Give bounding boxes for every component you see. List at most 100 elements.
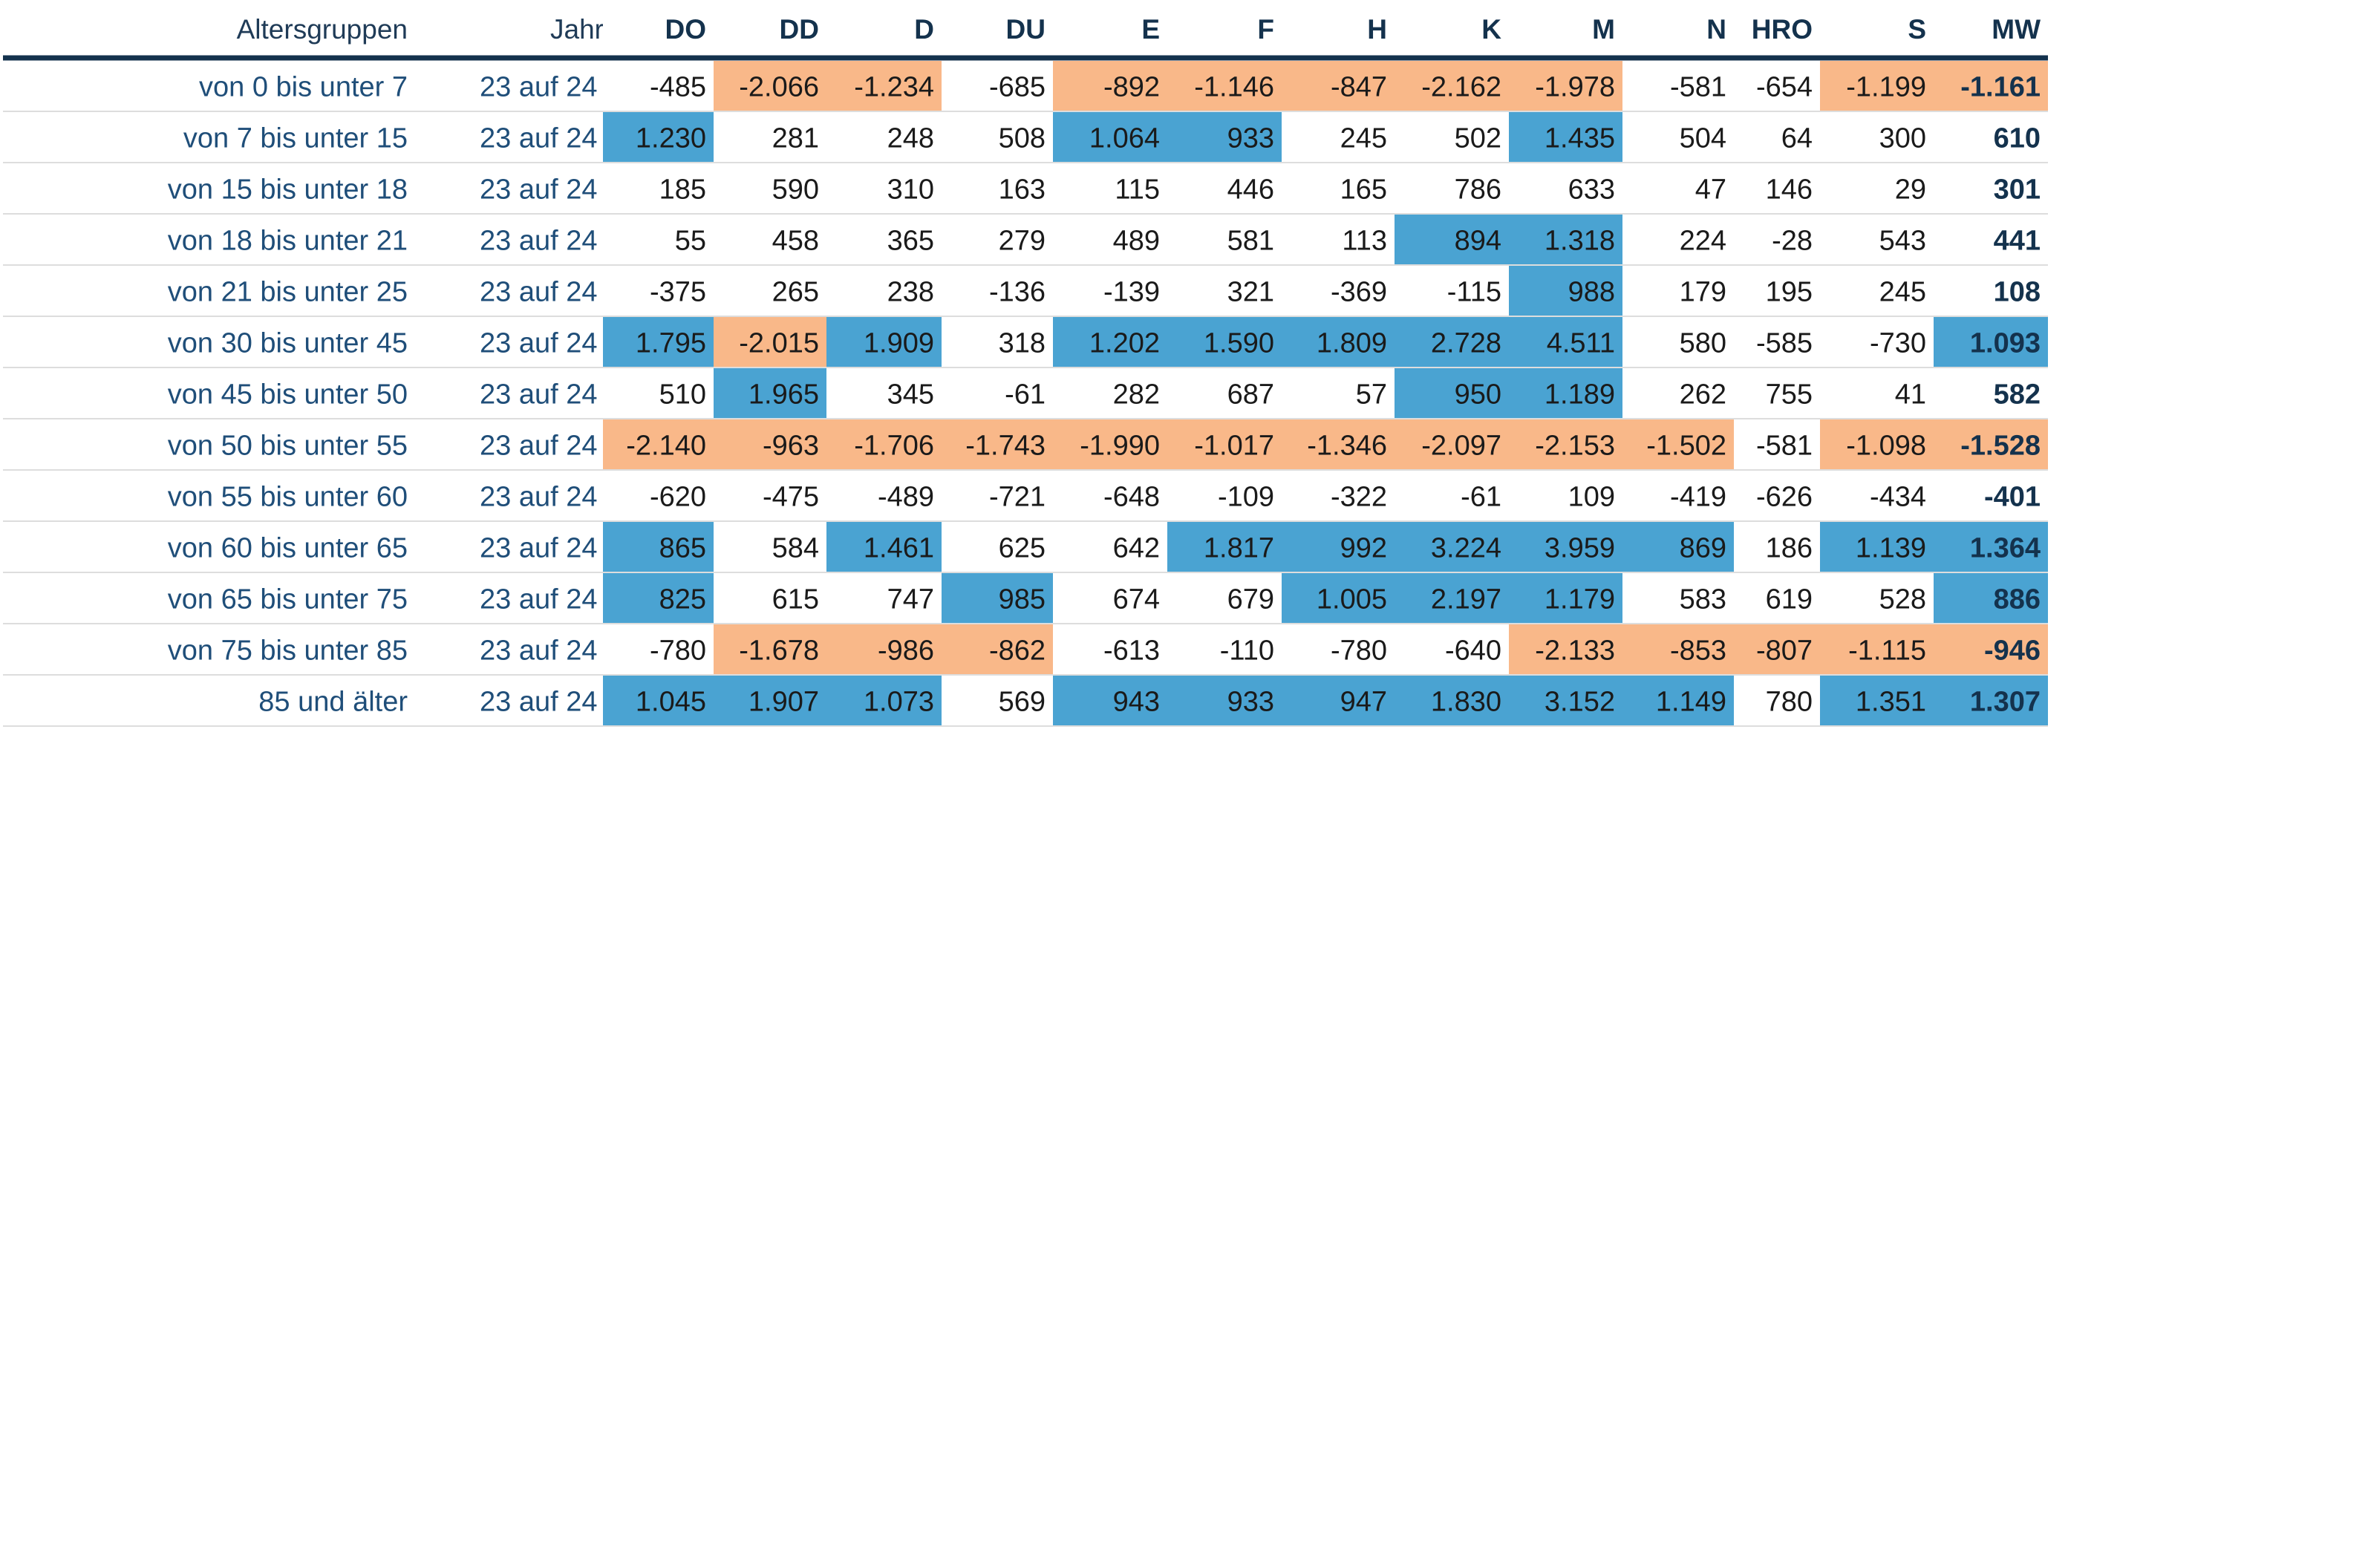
cell-dd: 590 [772,174,819,206]
header-mw: MW [1992,14,2041,45]
cell-du: -136 [989,277,1046,308]
cell-mw: 301 [1994,174,2041,206]
cell-dd: -1.678 [739,636,819,667]
cell-f: 446 [1227,174,1274,206]
cell-dd: -475 [763,482,819,513]
cell-do: -485 [650,72,706,103]
cell-k: 1.830 [1431,687,1501,718]
cell-do: 185 [659,174,706,206]
cell-highlight [1395,522,1509,572]
cell-f: 933 [1227,687,1274,718]
row-label: von 15 bis unter 18 [168,174,408,206]
cell-highlight [1509,112,1622,162]
table-row: von 18 bis unter 21 23 auf 24 55 458 365 279 4… [3,215,2048,266]
cell-s: 543 [1879,226,1926,257]
cell-m: 3.152 [1545,687,1615,718]
cell-highlight [1509,676,1622,725]
cell-do: -780 [650,636,706,667]
cell-f: -110 [1220,636,1274,667]
header-e: E [1141,14,1160,45]
cell-highlight [1934,317,2048,367]
cell-mw: 441 [1994,226,2041,257]
cell-du: -61 [1005,379,1046,411]
cell-e: 115 [1115,174,1160,206]
cell-k: 786 [1455,174,1501,206]
cell-highlight [1509,573,1622,623]
cell-mw: 1.307 [1970,687,2041,718]
cell-d: 1.909 [864,328,934,359]
cell-n: -1.502 [1646,431,1726,462]
cell-d: 747 [887,584,934,615]
cell-m: 1.435 [1545,123,1615,154]
cell-dd: -963 [763,431,819,462]
row-year: 23 auf 24 [480,174,597,206]
cell-s: -1.115 [1848,636,1926,667]
cell-n: 580 [1680,328,1726,359]
cell-highlight [1053,419,1167,469]
cell-f: -109 [1218,482,1274,513]
row-year: 23 auf 24 [480,636,597,667]
row-year: 23 auf 24 [480,379,597,411]
cell-du: 318 [999,328,1046,359]
cell-f: 679 [1227,584,1274,615]
header-du: DU [1006,14,1046,45]
row-label: von 65 bis unter 75 [168,584,408,615]
cell-hro: 755 [1766,379,1813,411]
cell-k: -640 [1445,636,1501,667]
header-do: DO [665,14,707,45]
cell-k: -2.162 [1421,72,1501,103]
cell-d: 238 [887,277,934,308]
cell-highlight [603,522,714,572]
cell-do: -375 [650,277,706,308]
cell-highlight [1509,522,1622,572]
cell-n: -419 [1670,482,1726,513]
cell-h: 245 [1340,123,1387,154]
cell-n: 262 [1680,379,1726,411]
cell-f: -1.146 [1194,72,1274,103]
row-label: von 60 bis unter 65 [168,533,408,564]
cell-do: -620 [650,482,706,513]
cell-hro: 146 [1766,174,1813,206]
cell-highlight [1820,419,1934,469]
cell-highlight [1934,522,2048,572]
table-row: von 60 bis unter 65 23 auf 24 865 584 1.461 6… [3,522,2048,573]
cell-highlight [1820,61,1934,111]
cell-k: 3.224 [1431,533,1501,564]
cell-highlight [603,419,714,469]
cell-highlight [1622,522,1734,572]
cell-s: 29 [1895,174,1926,206]
cell-highlight [826,676,942,725]
cell-dd: 265 [772,277,819,308]
cell-s: -1.098 [1846,431,1926,462]
cell-s: -1.199 [1846,72,1926,103]
cell-n: 179 [1680,277,1726,308]
cell-k: 950 [1455,379,1501,411]
cell-f: 321 [1227,277,1274,308]
header-n: N [1706,14,1726,45]
cell-do: -2.140 [626,431,706,462]
cell-highlight [826,61,942,111]
cell-highlight [1820,522,1934,572]
cell-n: 47 [1695,174,1726,206]
table-row: von 55 bis unter 60 23 auf 24 -620 -475 -489… [3,482,2048,522]
cell-highlight [1282,61,1395,111]
cell-highlight [1395,61,1509,111]
cell-m: 1.179 [1545,584,1615,615]
cell-s: 41 [1895,379,1926,411]
cell-highlight [714,317,826,367]
cell-n: 1.149 [1656,687,1726,718]
row-label: von 18 bis unter 21 [168,226,408,257]
cell-do: 510 [659,379,706,411]
cell-dd: -2.015 [739,328,819,359]
cell-d: -986 [878,636,934,667]
cell-do: 1.795 [636,328,706,359]
cell-k: 502 [1455,123,1501,154]
header-jahr: Jahr [550,14,604,45]
cell-m: 633 [1568,174,1615,206]
cell-do: 865 [659,533,706,564]
cell-highlight [826,624,942,674]
cell-highlight [1734,624,1820,674]
cell-h: 113 [1342,226,1387,257]
cell-e: 282 [1113,379,1160,411]
